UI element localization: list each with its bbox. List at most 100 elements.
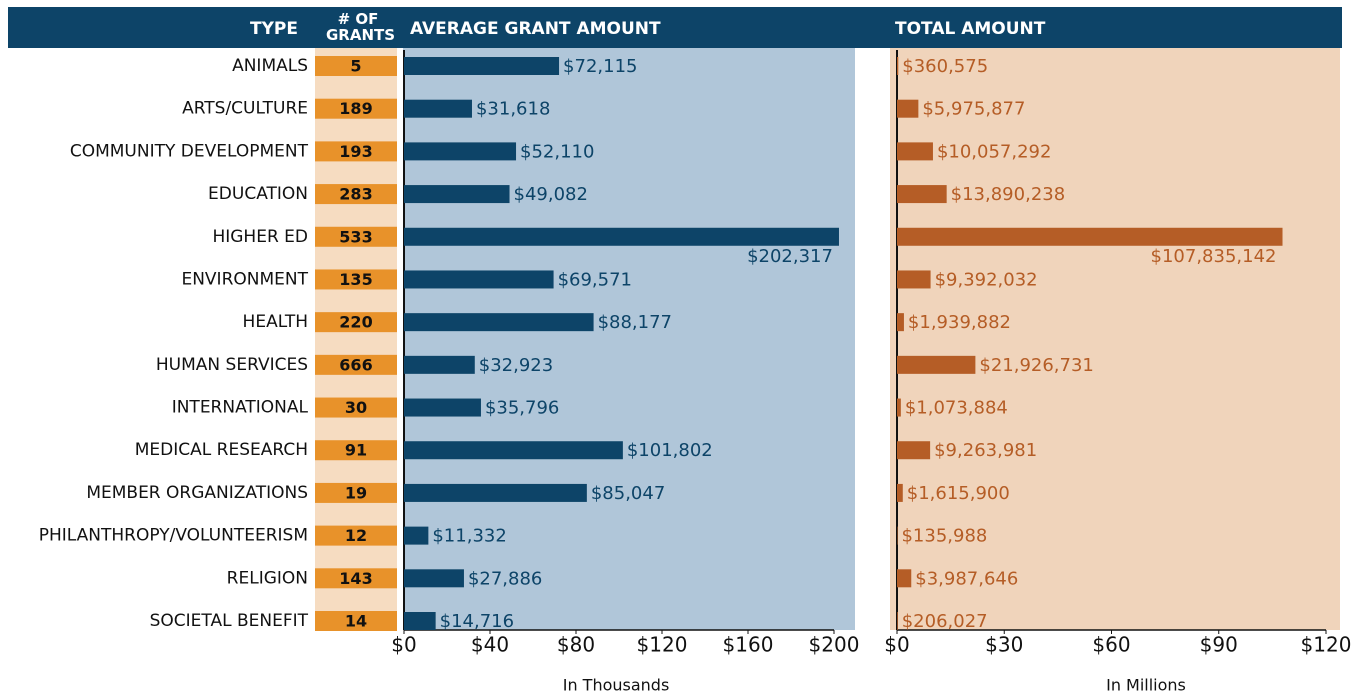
x-tick-label: $90 bbox=[1200, 633, 1238, 657]
count-box bbox=[315, 611, 397, 631]
bar bbox=[404, 483, 587, 502]
count-box bbox=[315, 354, 397, 375]
count-label: 30 bbox=[345, 398, 367, 417]
x-tick-label: $200 bbox=[809, 633, 860, 657]
value-label: $135,988 bbox=[901, 526, 987, 547]
category-label: EDUCATION bbox=[208, 184, 308, 204]
count-label: 12 bbox=[345, 526, 367, 545]
category-label: COMMUNITY DEVELOPMENT bbox=[70, 141, 309, 161]
count-box bbox=[315, 56, 397, 76]
value-label: $206,027 bbox=[902, 611, 988, 632]
bar bbox=[897, 99, 919, 118]
bar bbox=[897, 270, 931, 289]
value-label: $13,890,238 bbox=[951, 184, 1066, 205]
bar bbox=[404, 227, 839, 246]
count-box bbox=[315, 98, 397, 119]
count-header-box: # OF GRANTS bbox=[326, 11, 395, 43]
value-label: $10,057,292 bbox=[937, 141, 1052, 162]
category-label: MEDICAL RESEARCH bbox=[135, 440, 308, 460]
category-label: HIGHER ED bbox=[212, 227, 308, 247]
count-label: 666 bbox=[339, 355, 372, 374]
count-label: 5 bbox=[350, 57, 361, 76]
bar bbox=[404, 99, 472, 118]
value-label: $14,716 bbox=[440, 611, 514, 632]
bar bbox=[404, 398, 481, 417]
category-label: ARTS/CULTURE bbox=[182, 99, 308, 119]
value-label: $27,886 bbox=[468, 568, 542, 589]
type-header: TYPE bbox=[250, 19, 298, 39]
count-box bbox=[315, 482, 397, 503]
bar bbox=[897, 441, 931, 460]
bar bbox=[897, 483, 903, 502]
value-label: $49,082 bbox=[514, 184, 588, 205]
count-box bbox=[315, 568, 397, 589]
bar bbox=[897, 355, 976, 374]
bar bbox=[404, 142, 517, 161]
bar bbox=[897, 185, 947, 204]
count-box bbox=[315, 440, 397, 461]
count-box bbox=[315, 226, 397, 247]
value-label: $85,047 bbox=[591, 483, 665, 504]
bar bbox=[897, 612, 898, 630]
count-label: 91 bbox=[345, 441, 367, 460]
bar bbox=[897, 57, 899, 75]
value-label: $72,115 bbox=[563, 56, 637, 77]
header-bar bbox=[8, 7, 1342, 48]
x-tick-label: $40 bbox=[471, 633, 509, 657]
x-axis-label: In Thousands bbox=[563, 676, 670, 695]
bar bbox=[404, 441, 623, 460]
category-label: HUMAN SERVICES bbox=[156, 355, 308, 375]
x-tick-label: $0 bbox=[391, 633, 416, 657]
bar bbox=[404, 569, 464, 588]
count-label: 220 bbox=[339, 313, 372, 332]
value-label: $107,835,142 bbox=[1151, 246, 1277, 267]
count-label: 193 bbox=[339, 142, 372, 161]
value-label: $32,923 bbox=[479, 355, 553, 376]
value-label: $69,571 bbox=[558, 269, 632, 290]
count-label: 189 bbox=[339, 99, 372, 118]
bar bbox=[404, 313, 594, 332]
value-label: $1,073,884 bbox=[905, 398, 1008, 419]
bar bbox=[404, 355, 475, 374]
bar bbox=[404, 526, 429, 545]
left-title: AVERAGE GRANT AMOUNT bbox=[410, 19, 661, 39]
x-axis-label: In Millions bbox=[1106, 676, 1186, 695]
count-box bbox=[315, 269, 397, 290]
category-label: SOCIETAL BENEFIT bbox=[150, 611, 309, 631]
value-label: $1,615,900 bbox=[907, 483, 1010, 504]
bar bbox=[404, 612, 436, 630]
x-tick-label: $120 bbox=[637, 633, 688, 657]
value-label: $21,926,731 bbox=[979, 355, 1094, 376]
x-tick-label: $60 bbox=[1092, 633, 1130, 657]
value-label: $11,332 bbox=[432, 526, 506, 547]
x-tick-label: $30 bbox=[985, 633, 1023, 657]
x-tick-label: $0 bbox=[884, 633, 909, 657]
value-label: $3,987,646 bbox=[915, 568, 1018, 589]
bar bbox=[897, 313, 904, 332]
bar bbox=[897, 398, 901, 417]
value-label: $5,975,877 bbox=[922, 99, 1025, 120]
value-label: $52,110 bbox=[520, 141, 594, 162]
value-label: $1,939,882 bbox=[908, 312, 1011, 333]
bar bbox=[404, 57, 560, 75]
count-box bbox=[315, 312, 397, 333]
count-label: 14 bbox=[345, 612, 367, 631]
value-label: $35,796 bbox=[485, 398, 559, 419]
right-panel-bg bbox=[890, 48, 1340, 630]
category-label: ENVIRONMENT bbox=[181, 269, 308, 289]
count-label: 135 bbox=[339, 270, 372, 289]
value-label: $202,317 bbox=[747, 246, 833, 267]
category-label: ANIMALS bbox=[232, 56, 308, 76]
right-title: TOTAL AMOUNT bbox=[895, 19, 1046, 39]
category-label: PHILANTHROPY/VOLUNTEERISM bbox=[39, 526, 308, 546]
value-label: $9,392,032 bbox=[935, 269, 1038, 290]
category-label: HEALTH bbox=[243, 312, 308, 332]
value-label: $360,575 bbox=[902, 56, 988, 77]
bar bbox=[897, 142, 933, 161]
count-box bbox=[315, 184, 397, 205]
bar bbox=[404, 185, 510, 204]
value-label: $9,263,981 bbox=[934, 440, 1037, 461]
category-label: MEMBER ORGANIZATIONS bbox=[86, 483, 308, 503]
bar bbox=[897, 569, 912, 588]
